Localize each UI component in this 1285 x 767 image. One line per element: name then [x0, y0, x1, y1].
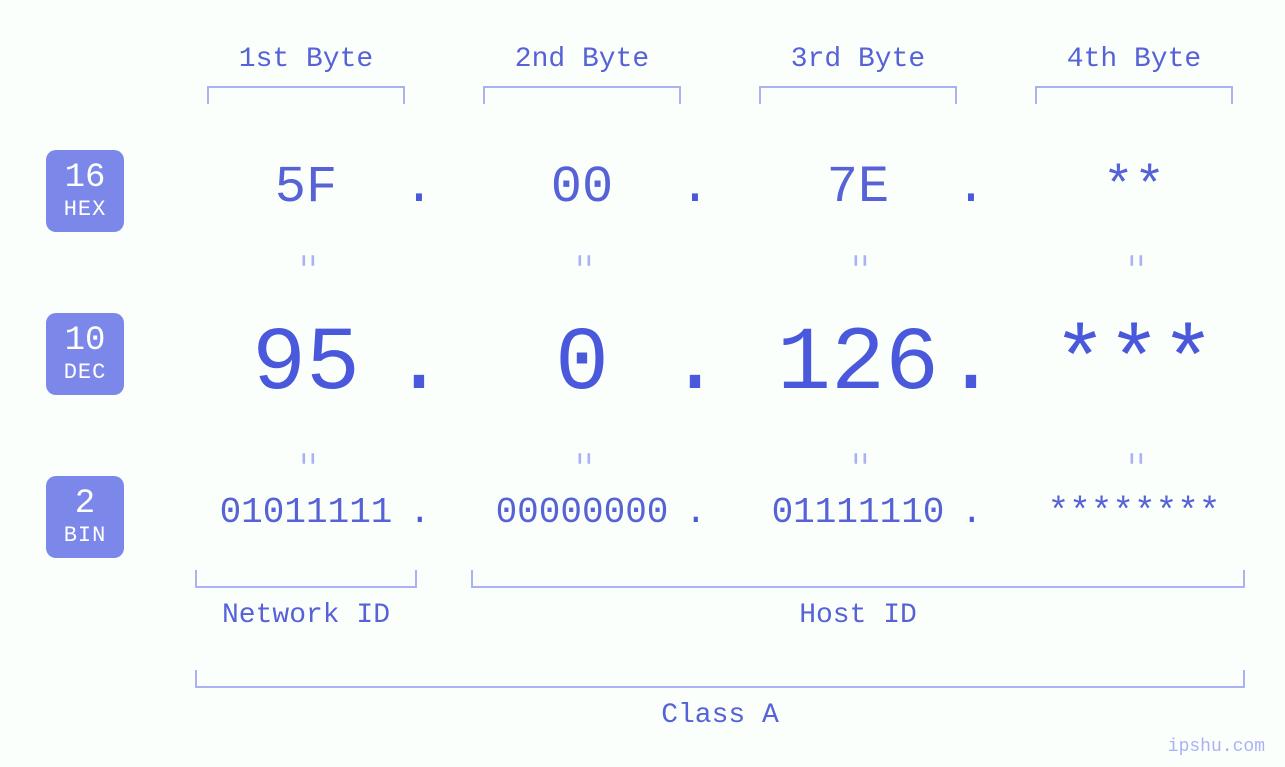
byte-header-4: 4th Byte	[1011, 44, 1257, 75]
badge-bin-lbl: BIN	[46, 524, 124, 548]
bin-dot-2: .	[685, 492, 705, 533]
class-label: Class A	[183, 700, 1257, 731]
top-bracket-2	[483, 86, 681, 104]
host-id-bracket	[471, 570, 1245, 588]
badge-dec-num: 10	[46, 323, 124, 360]
top-bracket-4	[1035, 86, 1233, 104]
host-id-label: Host ID	[459, 600, 1257, 631]
badge-hex: 16 HEX	[46, 150, 124, 232]
dec-dot-3: .	[941, 314, 1001, 416]
badge-bin-num: 2	[46, 486, 124, 523]
bin-byte-2: 00000000	[459, 492, 705, 533]
watermark: ipshu.com	[1168, 737, 1265, 757]
top-bracket-3	[759, 86, 957, 104]
dec-dot-1: .	[389, 314, 449, 416]
badge-hex-lbl: HEX	[46, 198, 124, 222]
bin-dot-3: .	[961, 492, 981, 533]
bin-dot-1: .	[409, 492, 429, 533]
bin-byte-4: ********	[1011, 492, 1257, 533]
eq-1-3: =	[838, 187, 879, 335]
network-id-bracket	[195, 570, 417, 588]
byte-header-3: 3rd Byte	[735, 44, 981, 75]
hex-dot-3: .	[951, 158, 991, 217]
eq-1-1: =	[286, 187, 327, 335]
byte-header-1: 1st Byte	[183, 44, 429, 75]
top-bracket-1	[207, 86, 405, 104]
badge-dec-lbl: DEC	[46, 361, 124, 385]
eq-1-4: =	[1114, 187, 1155, 335]
bin-byte-1: 01011111	[183, 492, 429, 533]
eq-1-2: =	[562, 187, 603, 335]
class-bracket	[195, 670, 1245, 688]
byte-header-2: 2nd Byte	[459, 44, 705, 75]
badge-bin: 2 BIN	[46, 476, 124, 558]
bin-byte-3: 01111110	[735, 492, 981, 533]
dec-dot-2: .	[665, 314, 725, 416]
hex-dot-2: .	[675, 158, 715, 217]
badge-hex-num: 16	[46, 160, 124, 197]
badge-dec: 10 DEC	[46, 313, 124, 395]
network-id-label: Network ID	[183, 600, 429, 631]
hex-dot-1: .	[399, 158, 439, 217]
